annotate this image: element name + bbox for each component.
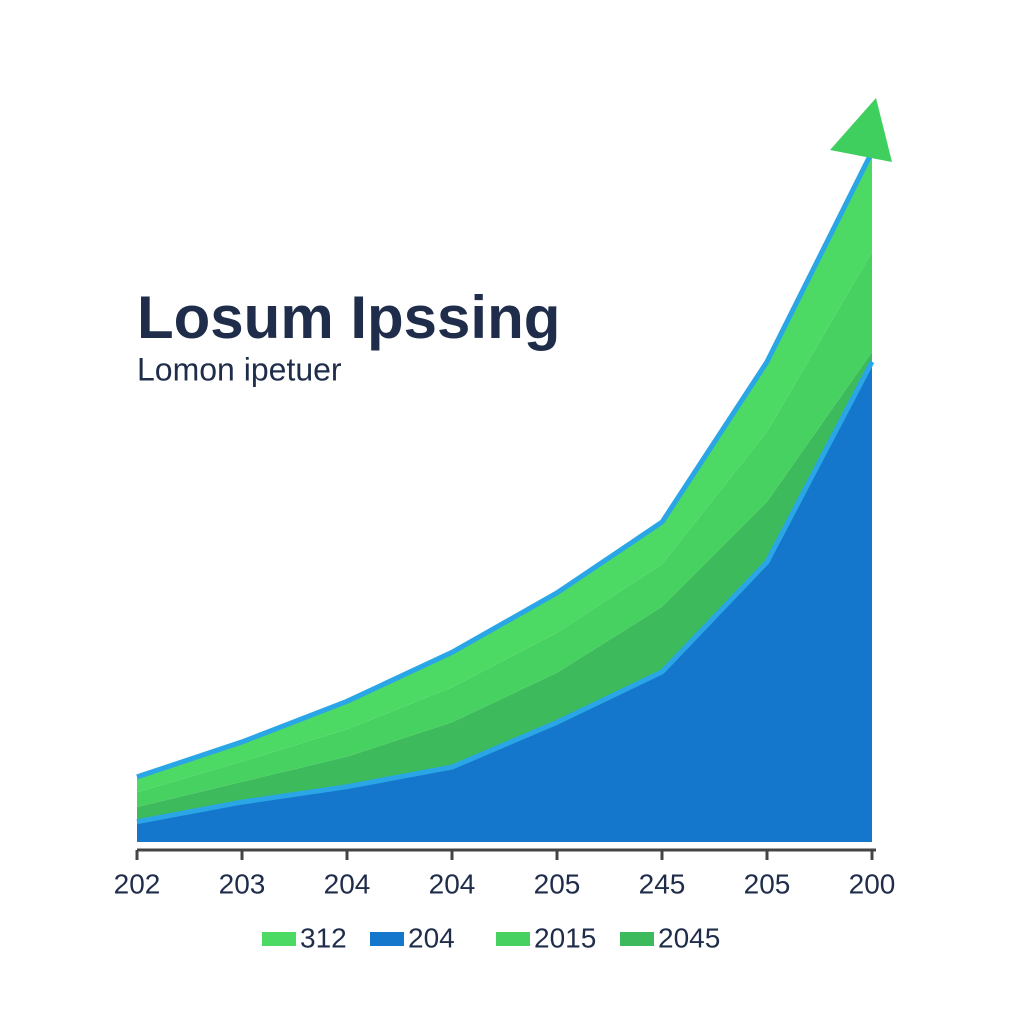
area-edge	[136, 150, 875, 780]
area-edge	[136, 360, 875, 825]
chart-title: Losum Ipssing	[137, 284, 560, 351]
legend-swatch	[262, 932, 296, 946]
x-tick-label: 204	[429, 868, 476, 899]
x-tick-label: 200	[849, 868, 896, 899]
legend-label: 312	[300, 922, 347, 953]
legend-label: 2045	[658, 922, 720, 953]
plot-area	[136, 150, 875, 842]
area	[137, 151, 872, 793]
legend-label: 2015	[534, 922, 596, 953]
x-tick-label: 205	[744, 868, 791, 899]
trend-arrow	[830, 98, 892, 162]
area	[137, 251, 872, 807]
x-tick-label: 203	[219, 868, 266, 899]
area	[137, 361, 872, 842]
x-tick-label: 245	[639, 868, 686, 899]
legend-label: 204	[408, 922, 455, 953]
area	[137, 352, 872, 822]
legend-swatch	[496, 932, 530, 946]
legend-swatch	[620, 932, 654, 946]
x-tick-label: 204	[324, 868, 371, 899]
x-tick-label: 205	[534, 868, 581, 899]
chart-subtitle: Lomon ipetuer	[137, 351, 342, 387]
legend-swatch	[370, 932, 404, 946]
x-tick-label: 202	[114, 868, 161, 899]
